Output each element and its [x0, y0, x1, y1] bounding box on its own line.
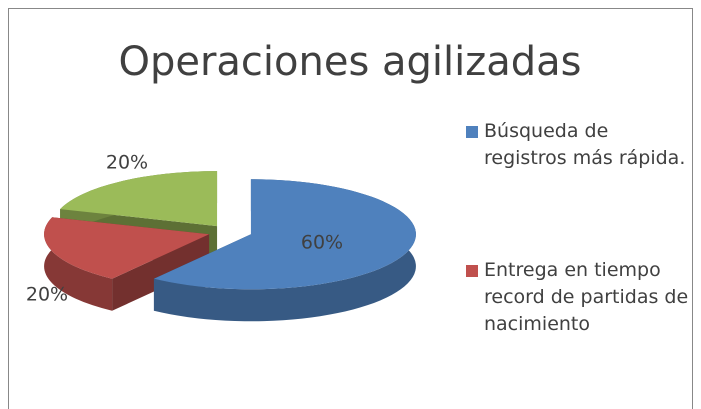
data-label: 60%	[301, 232, 343, 254]
chart-title: Operaciones agilizadas	[118, 39, 581, 85]
pie-slice	[44, 217, 210, 311]
legend-swatch	[466, 126, 478, 138]
slice-side	[44, 217, 113, 311]
legend-label: Búsqueda de registros más rápida.	[484, 120, 686, 169]
pie-slice	[153, 179, 416, 322]
data-label: 20%	[26, 284, 68, 306]
slice-top	[153, 179, 416, 290]
legend-label: Entrega en tiempo record de partidas de …	[484, 259, 689, 335]
legend-swatch	[466, 265, 478, 277]
slice-top	[60, 171, 218, 227]
data-label: 20%	[106, 152, 148, 174]
slice-top	[44, 217, 210, 279]
